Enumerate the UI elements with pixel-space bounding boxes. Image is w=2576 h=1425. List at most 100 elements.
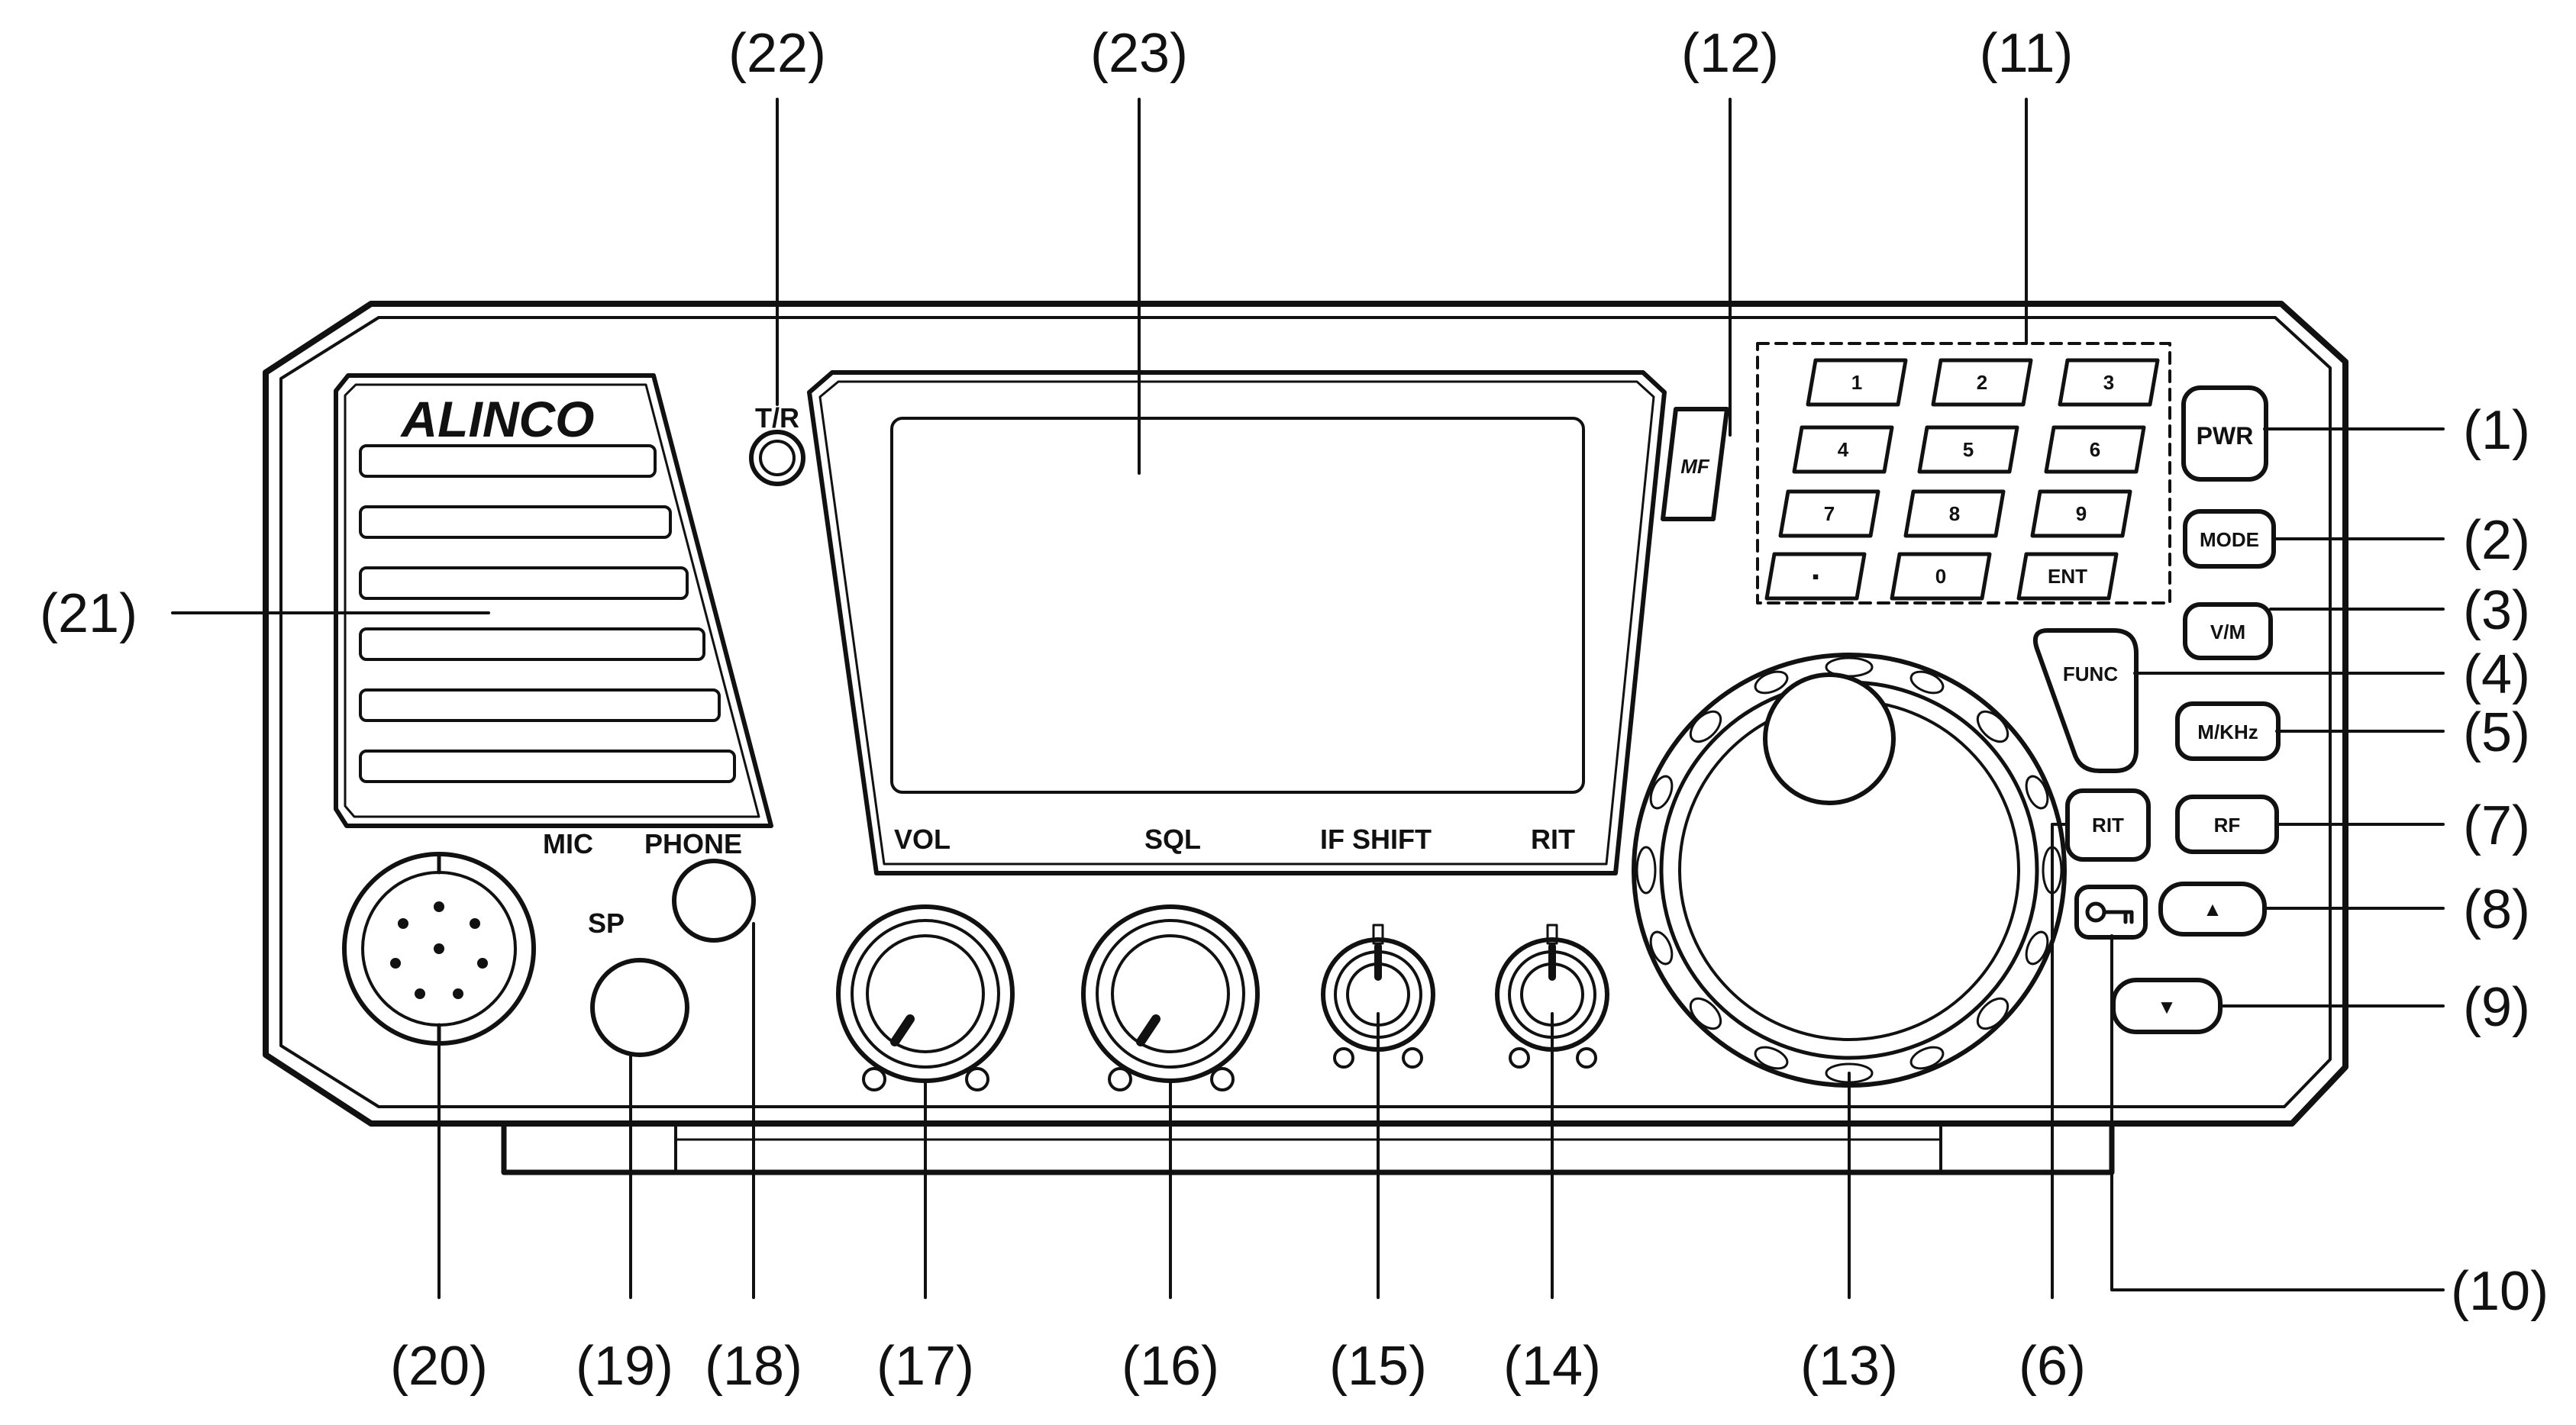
callout-13: (13): [1800, 1336, 1898, 1397]
keypad-key-8[interactable]: [1903, 489, 2006, 538]
keypad-key-9[interactable]: [2030, 489, 2132, 538]
func-label: FUNC: [2063, 663, 2118, 685]
callout-1: (1): [2463, 400, 2530, 461]
mf-label: MF: [1680, 455, 1710, 478]
callout-23: (23): [1090, 23, 1188, 84]
tr-label: T/R: [755, 402, 799, 434]
callout-6: (6): [2019, 1336, 2086, 1397]
keypad-key-1[interactable]: [1806, 358, 1908, 407]
keypad-key-5[interactable]: [1917, 425, 2019, 474]
callout-12: (12): [1681, 23, 1779, 84]
vm-button[interactable]: [2183, 602, 2273, 660]
keypad-group-outline: [1756, 342, 2171, 604]
speaker-grille-inner: [344, 383, 760, 818]
keypad-key-2[interactable]: [1931, 358, 2033, 407]
callout-4: (4): [2463, 644, 2530, 705]
callout-17: (17): [876, 1336, 974, 1397]
phone-label: PHONE: [644, 828, 742, 859]
keypad-label: ▪: [1812, 565, 1819, 588]
callout-14: (14): [1503, 1336, 1601, 1397]
chassis-inner-outline: [279, 316, 2332, 1108]
callout-11: (11): [1980, 23, 2074, 84]
main-tuning-dial[interactable]: [1632, 653, 2067, 1088]
sql-knob[interactable]: [1081, 904, 1260, 1091]
keypad-key-4[interactable]: [1792, 425, 1894, 474]
keypad-key-0[interactable]: [1890, 552, 1992, 601]
callout-9: (9): [2463, 977, 2530, 1038]
down-label: ▼: [2157, 995, 2177, 1018]
vol-label: VOL: [894, 824, 951, 855]
vm-label: V/M: [2210, 621, 2245, 643]
leader-lines: [171, 98, 2445, 1299]
chassis-base: [501, 1120, 2115, 1175]
tr-indicator-lamp: [759, 440, 796, 476]
mode-label: MODE: [2200, 528, 2259, 551]
keypad-label: 1: [1851, 371, 1862, 394]
chassis-outline: [263, 301, 2348, 1127]
callout-22: (22): [728, 23, 826, 84]
finger-spinner-knob: [1763, 672, 1896, 805]
up-label: ▲: [2203, 898, 2223, 920]
keypad-label: 9: [2076, 502, 2087, 525]
callout-20: (20): [390, 1336, 488, 1397]
speaker-slots: [359, 444, 736, 783]
callout-3: (3): [2463, 580, 2530, 641]
mic-connector-pins: [390, 901, 488, 999]
keypad-label: 0: [1935, 565, 1946, 588]
sql-label: SQL: [1144, 824, 1201, 855]
keypad-key-7[interactable]: [1778, 489, 1880, 538]
leader-line-10: [2110, 934, 2445, 1291]
callout-16: (16): [1122, 1336, 1219, 1397]
callout-2: (2): [2463, 510, 2530, 571]
callout-7: (7): [2463, 795, 2530, 856]
keypad-label: 8: [1949, 502, 1960, 525]
keypad-label: 6: [2090, 438, 2100, 461]
mf-button[interactable]: [1661, 407, 1729, 521]
callout-18: (18): [705, 1336, 802, 1397]
mkhz-label: M/KHz: [2197, 721, 2258, 743]
keypad-labels: 1 2 3 4 5 6 7 8 9 ▪ 0 ENT: [1812, 371, 2114, 588]
rf-label: RF: [2214, 814, 2241, 837]
panel-labels: T/R MIC PHONE SP VOL SQL IF SHIFT RIT: [543, 402, 1575, 939]
callout-5: (5): [2463, 702, 2530, 763]
rit-button-label: RIT: [2092, 814, 2124, 837]
keypad-key-3[interactable]: [2058, 358, 2160, 407]
pwr-button[interactable]: [2181, 385, 2268, 482]
callout-15: (15): [1329, 1336, 1427, 1397]
keypad-label: 2: [1977, 371, 1987, 394]
phone-jack[interactable]: [672, 859, 756, 943]
callouts: (1) (2) (3) (4) (5) (6) (7) (8) (9) (10)…: [40, 23, 2549, 1397]
lcd-bezel: [807, 370, 1667, 875]
key-icon: [2085, 901, 2134, 924]
keypad-key-ent[interactable]: [2016, 552, 2119, 601]
sp-label: SP: [588, 908, 625, 939]
pwr-label: PWR: [2197, 422, 2254, 450]
vol-knob[interactable]: [836, 904, 1015, 1091]
keypad-key-6[interactable]: [2044, 425, 2146, 474]
keypad-label: 7: [1824, 502, 1835, 525]
mic-label: MIC: [543, 828, 593, 859]
lcd-bezel-inner: [818, 380, 1655, 866]
rit-knob-label: RIT: [1531, 824, 1575, 855]
keypad-label: 5: [1963, 438, 1974, 461]
tr-indicator-ring: [749, 430, 805, 486]
brand-logo: ALINCO: [400, 391, 595, 447]
func-button[interactable]: [2032, 628, 2139, 773]
keypad-label: 3: [2103, 371, 2114, 394]
callout-19: (19): [576, 1336, 673, 1397]
button-labels: PWR MODE V/M FUNC M/KHz RIT RF ▲ ▼ MF: [1680, 422, 2259, 1018]
callout-21: (21): [40, 583, 137, 644]
lcd-screen: [890, 417, 1585, 794]
keypad: [1764, 358, 2160, 601]
speaker-grille: [334, 373, 773, 828]
keypad-key-dot[interactable]: [1764, 552, 1867, 601]
callout-8: (8): [2463, 879, 2530, 940]
sp-jack[interactable]: [590, 958, 689, 1057]
if-shift-label: IF SHIFT: [1320, 824, 1432, 855]
keypad-label: ENT: [2048, 565, 2087, 588]
leader-line-6: [2051, 823, 2069, 1299]
callout-10: (10): [2451, 1261, 2549, 1322]
keypad-label: 4: [1838, 438, 1849, 461]
